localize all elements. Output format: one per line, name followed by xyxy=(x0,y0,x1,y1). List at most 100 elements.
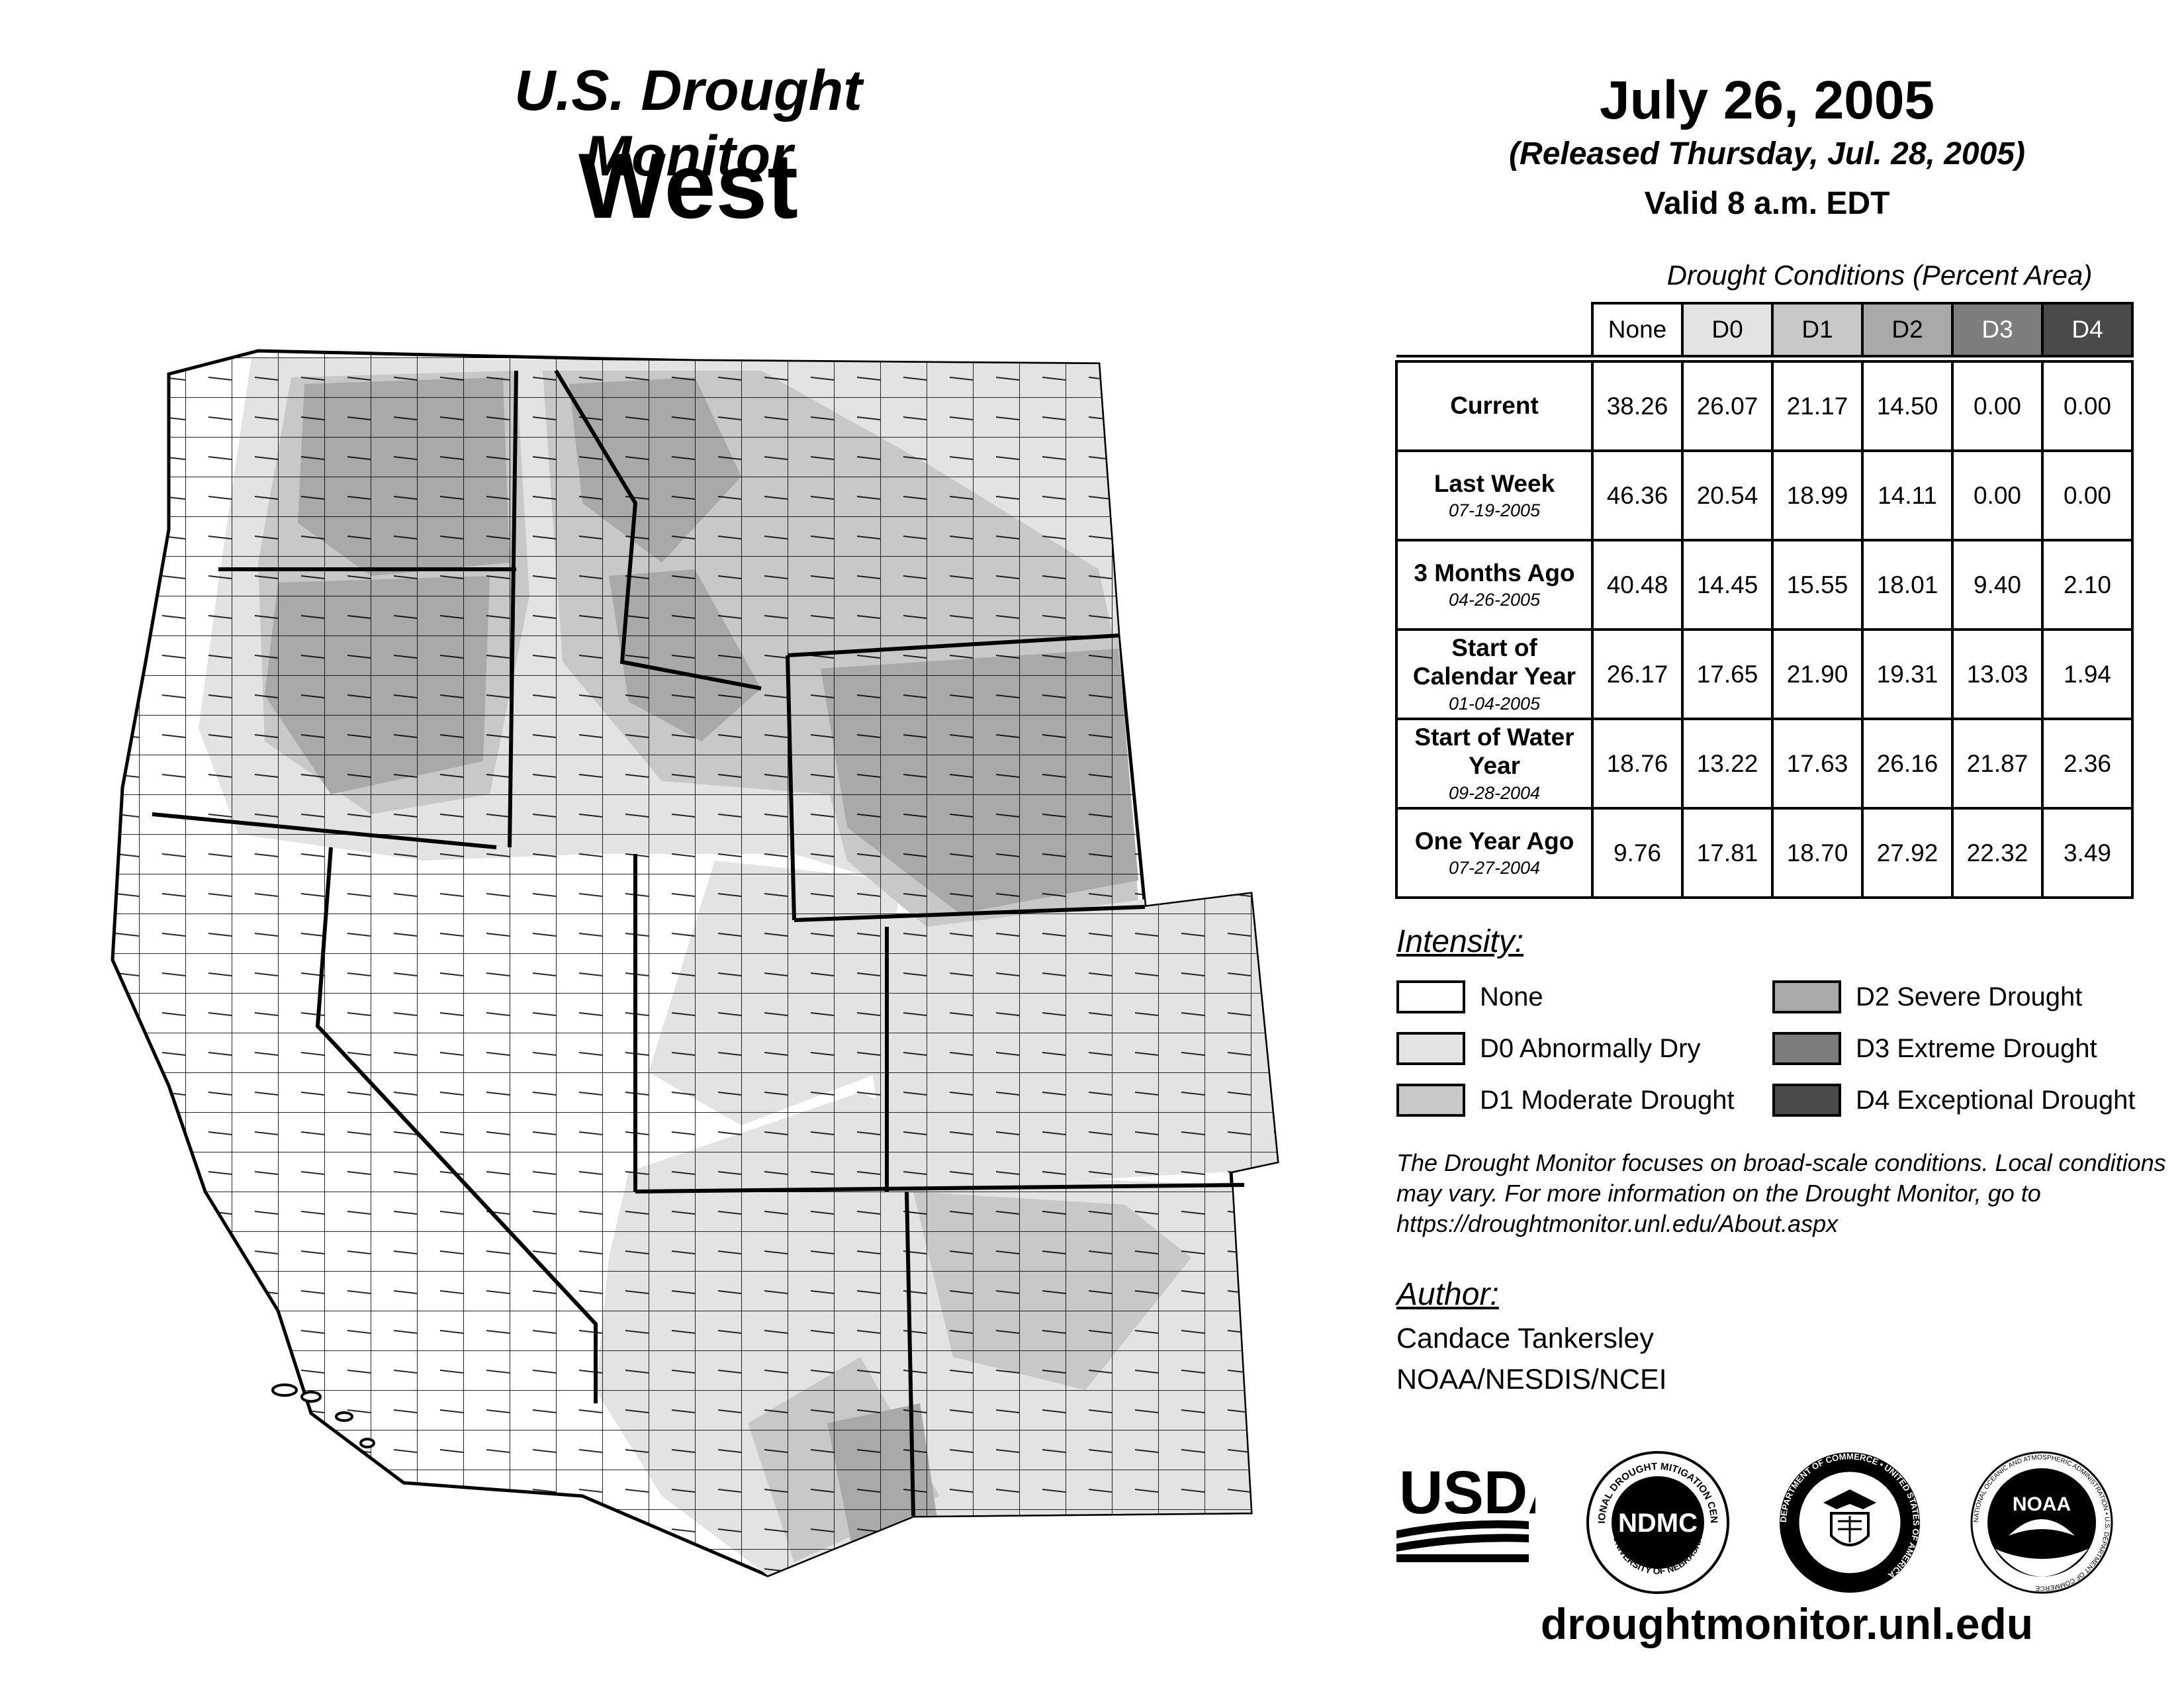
col-d1: D1 xyxy=(1771,302,1864,357)
table-cell: 20.54 xyxy=(1681,449,1774,541)
valid-time: Valid 8 a.m. EDT xyxy=(1644,186,1890,221)
border-az-nm-vertical xyxy=(905,1191,915,1517)
table-cell: 15.55 xyxy=(1771,539,1864,631)
table-row: One Year Ago 07-27-2004 9.76 17.81 18.70 27.9… xyxy=(1395,807,2134,899)
table-cell: 0.00 xyxy=(1951,360,2044,452)
release-date: (Released Thursday, Jul. 28, 2005) xyxy=(1509,136,2025,171)
drought-map xyxy=(111,349,1279,1577)
author-name: Candace Tankersley xyxy=(1396,1323,1654,1354)
border-or-ca xyxy=(152,812,497,849)
legend-swatch xyxy=(1396,1032,1465,1065)
row-label-date: 07-19-2005 xyxy=(1448,500,1541,521)
legend-item-d3: D3 Extreme Drought xyxy=(1772,1030,2097,1067)
table-cell: 17.63 xyxy=(1771,718,1864,810)
table-cell: 21.87 xyxy=(1951,718,2044,810)
table-row: Start of Water Year 09-28-2004 18.76 13.22 1… xyxy=(1395,718,2134,810)
table-cell: 2.36 xyxy=(2041,718,2134,810)
row-label-text: Current xyxy=(1450,392,1539,420)
row-label-text: Last Week xyxy=(1433,469,1555,497)
table-cell: 17.81 xyxy=(1681,807,1774,899)
border-mt-wy xyxy=(787,633,1119,657)
table-cell: 26.16 xyxy=(1861,718,1954,810)
table-spacer xyxy=(1396,356,2132,361)
table-cell: 13.03 xyxy=(1951,628,2044,720)
legend-label: None xyxy=(1480,982,1543,1011)
commerce-seal: DEPARTMENT OF COMMERCE • UNITED STATES O… xyxy=(1778,1451,1921,1593)
legend-swatch xyxy=(1396,980,1465,1013)
legend-label: D3 Extreme Drought xyxy=(1856,1033,2097,1063)
table-cell: 46.36 xyxy=(1591,449,1684,541)
table-cell: 14.50 xyxy=(1861,360,1954,452)
row-label-date: 09-28-2004 xyxy=(1448,782,1541,803)
legend-swatch xyxy=(1772,980,1841,1013)
row-label: 3 Months Ago 04-26-2005 xyxy=(1395,539,1594,631)
eagle-icon xyxy=(1823,1489,1876,1509)
table-row: 3 Months Ago 04-26-2005 40.48 14.45 15.55 18.… xyxy=(1395,539,2134,631)
region-title: West xyxy=(578,134,798,238)
table-caption: Drought Conditions (Percent Area) xyxy=(1666,259,2093,291)
table-cell: 27.92 xyxy=(1861,807,1954,899)
usda-logo: USDA xyxy=(1396,1459,1535,1562)
row-label: One Year Ago 07-27-2004 xyxy=(1395,807,1594,899)
channel-islands xyxy=(271,1383,375,1448)
table-cell: 21.90 xyxy=(1771,628,1864,720)
author-org: NOAA/NESDIS/NCEI xyxy=(1396,1364,1667,1395)
border-id-mt xyxy=(554,369,762,690)
table-row: Last Week 07-19-2005 46.36 20.54 18.99 14.11 0… xyxy=(1395,449,2134,541)
legend-item-d2: D2 Severe Drought xyxy=(1772,978,2082,1015)
legend-swatch xyxy=(1772,1084,1841,1117)
col-d4: D4 xyxy=(2041,302,2134,357)
table-cell: 9.76 xyxy=(1591,807,1684,899)
legend-item-d4: D4 Exceptional Drought xyxy=(1772,1082,2135,1119)
legend-item-d1: D1 Moderate Drought xyxy=(1396,1082,1735,1119)
legend-swatch xyxy=(1772,1032,1841,1065)
map-date: July 26, 2005 xyxy=(1599,70,1935,130)
table-header-row: None D0 D1 D2 D3 D4 xyxy=(1396,302,2134,357)
table-cell: 38.26 xyxy=(1591,360,1684,452)
border-id-west xyxy=(508,370,518,848)
col-d0: D0 xyxy=(1681,302,1774,357)
row-label-date: 01-04-2005 xyxy=(1448,693,1541,714)
table-row: Start of Calendar Year 01-04-2005 26.17 17.… xyxy=(1395,628,2134,720)
table-cell: 18.70 xyxy=(1771,807,1864,899)
table-cell: 1.94 xyxy=(2041,628,2134,720)
legend-label: D4 Exceptional Drought xyxy=(1856,1085,2136,1115)
table-row: Current 38.26 26.07 21.17 14.50 0.00 0.00 xyxy=(1395,360,2134,452)
table-cell: 0.00 xyxy=(2041,360,2134,452)
col-d2: D2 xyxy=(1861,302,1954,357)
border-az-nm xyxy=(635,1183,1245,1194)
row-label-text: Start of Calendar Year xyxy=(1412,634,1576,690)
table-cell: 0.00 xyxy=(2041,449,2134,541)
col-none: None xyxy=(1591,302,1684,357)
col-d3: D3 xyxy=(1951,302,2044,357)
noaa-logo: NATIONAL OCEANIC AND ATMOSPHERIC ADMINIS… xyxy=(1970,1451,2113,1594)
website-url[interactable]: droughtmonitor.unl.edu xyxy=(1540,1599,2034,1648)
row-label: Current xyxy=(1395,360,1594,452)
noaa-logo-text: NOAA xyxy=(2013,1493,2071,1515)
state-borders xyxy=(152,369,1245,1517)
legend-label: D1 Moderate Drought xyxy=(1480,1085,1735,1115)
legend-label: D0 Abnormally Dry xyxy=(1480,1033,1701,1063)
row-label-text: One Year Ago xyxy=(1414,827,1574,855)
row-label-text: Start of Water Year xyxy=(1414,724,1574,779)
table-cell: 18.76 xyxy=(1591,718,1684,810)
row-label: Start of Water Year 09-28-2004 xyxy=(1395,718,1594,810)
table-cell: 14.45 xyxy=(1681,539,1774,631)
ndmc-logo: NATIONAL DROUGHT MITIGATION CENTER UNIVE… xyxy=(1585,1450,1729,1594)
border-id-wy xyxy=(786,655,796,921)
seagull-icon xyxy=(1995,1549,2088,1577)
table-cell: 40.48 xyxy=(1591,539,1684,631)
row-label: Start of Calendar Year 01-04-2005 xyxy=(1395,628,1594,720)
table-cell: 13.22 xyxy=(1681,718,1774,810)
row-label-date: 07-27-2004 xyxy=(1448,858,1541,878)
table-spacer-cell xyxy=(1396,356,2132,361)
legend-title: Intensity: xyxy=(1396,924,1524,959)
row-label: Last Week 07-19-2005 xyxy=(1395,449,1594,541)
table-cell: 3.49 xyxy=(2041,807,2134,899)
table-cell: 9.40 xyxy=(1951,539,2044,631)
disclaimer-note: The Drought Monitor focuses on broad-sca… xyxy=(1396,1149,2166,1237)
table-cell: 17.65 xyxy=(1681,628,1774,720)
border-wy-co xyxy=(794,905,1146,922)
conditions-table: None D0 D1 D2 D3 D4 Current 38.26 26.07 21.… xyxy=(1395,302,2134,899)
table-cell: 14.11 xyxy=(1861,449,1954,541)
